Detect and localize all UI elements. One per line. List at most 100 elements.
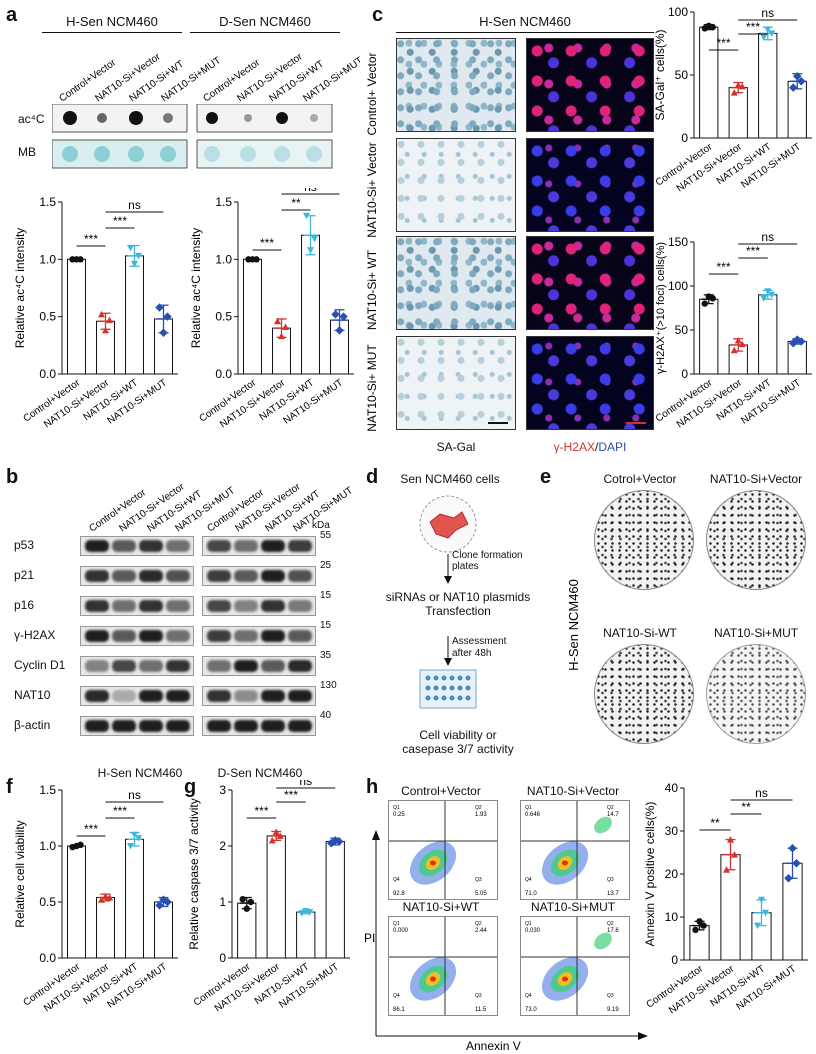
data-point (701, 300, 708, 307)
significance-label: *** (84, 822, 98, 836)
data-point (131, 260, 138, 268)
bar (296, 911, 316, 959)
sagal-image (396, 38, 516, 132)
y-tick-label: 50 (675, 323, 689, 337)
panel-a-d-title: D-Sen NCM460 (219, 14, 311, 29)
blot-band (234, 690, 258, 702)
data-point (738, 340, 746, 348)
data-point (155, 303, 164, 312)
blot-band (139, 570, 163, 582)
y-tick-label: 50 (675, 68, 689, 82)
h2ax-image (526, 38, 654, 132)
blot-d-label: D-Sen NCM460 (217, 766, 303, 780)
significance-label: *** (84, 232, 98, 246)
blot-band (234, 540, 258, 552)
blot-band (85, 540, 109, 552)
y-tick-label: 0 (681, 131, 688, 145)
data-point (155, 901, 164, 910)
bar (154, 901, 173, 959)
y-axis-label: Relative ac⁴C intensity (13, 228, 27, 349)
data-point (797, 337, 806, 346)
panel-c-line (396, 32, 654, 33)
kda-marker: 15 (320, 620, 332, 631)
data-point (762, 909, 769, 917)
bar (67, 845, 86, 959)
panel-letter-a: a (6, 4, 18, 26)
data-point (77, 841, 84, 849)
blot-band (207, 660, 231, 672)
blot-band (288, 690, 312, 702)
data-point (276, 832, 284, 839)
panel-letter-h: h (366, 776, 379, 798)
data-point (331, 310, 340, 319)
flow-plot: Q1 Q2 Q4 Q3 0.000 2.44 86.1 11.5 (388, 916, 498, 1016)
y-tick-label: 0.5 (39, 310, 56, 324)
blot-row-label: p16 (14, 598, 35, 612)
blot-band (166, 720, 190, 732)
data-point (268, 836, 276, 844)
bar (699, 26, 719, 139)
quadrant-value: 71.0 (525, 891, 537, 897)
quadrant-name: Q3 (607, 877, 614, 883)
data-point (102, 892, 109, 900)
quadrant-name: Q2 (607, 921, 614, 927)
quadrant-value: 5.05 (475, 891, 487, 897)
y-axis-label: γ-H2AX⁺(>10 foci) cells(%) (655, 242, 667, 374)
cell-cloud (430, 860, 436, 866)
blot-band (288, 600, 312, 612)
quadrant-value: 0.000 (393, 928, 409, 934)
blot-band (288, 570, 312, 582)
significance-label: *** (716, 36, 730, 50)
data-point (730, 346, 738, 354)
blot-band (85, 690, 109, 702)
y-tick-label: 100 (668, 5, 688, 19)
kda-marker: 15 (320, 590, 332, 601)
dapi-label: DAPI (598, 440, 627, 454)
data-point (760, 295, 768, 302)
kda-marker: 130 (320, 680, 337, 691)
y-tick-label: 1.5 (39, 195, 56, 209)
data-point (102, 326, 109, 334)
blot-row-label: p53 (14, 538, 35, 552)
blot-band (139, 690, 163, 702)
data-point (131, 831, 138, 839)
y-tick-label: 0.5 (215, 310, 232, 324)
quadrant-name: Q2 (475, 805, 482, 811)
blot-band (207, 540, 231, 552)
blot-strip (80, 716, 194, 736)
quadrant-value: 1.93 (475, 812, 487, 818)
quadrant-value: 0.646 (525, 812, 541, 818)
flow-bottom-b: casepase 3/7 activity (402, 742, 514, 756)
quadrant-name: Q3 (475, 877, 482, 883)
cell-cloud (594, 932, 612, 950)
blot-band (207, 570, 231, 582)
bar (699, 298, 719, 375)
quadrant-name: Q3 (475, 993, 482, 999)
flow-scatter: Q1 Q2 Q4 Q3 0.000 2.44 86.1 11.5 (389, 917, 497, 1015)
blot-band (234, 720, 258, 732)
significance-label: ns (761, 230, 774, 244)
y-tick-label: 150 (668, 235, 688, 249)
quadrant-value: 13.7 (607, 891, 619, 897)
colony-plate (594, 644, 694, 744)
bar (301, 234, 320, 375)
row-label: NAT10-Si+ MUT (365, 344, 379, 432)
blot-band (288, 720, 312, 732)
workflow-diagram (419, 495, 477, 709)
significance-label: ** (741, 800, 751, 814)
significance-label: *** (113, 214, 127, 228)
panel-b-lane-labels: Control+Vector NAT10-Si+Vector NAT10-Si+… (87, 481, 355, 534)
quadrant-name: Q2 (475, 921, 482, 927)
blot-band (112, 570, 136, 582)
blot-band (261, 570, 285, 582)
kda-marker: 55 (320, 530, 332, 541)
data-point (239, 896, 246, 903)
lane-label: NAT10-Si+MUT (301, 55, 360, 104)
data-point (731, 851, 738, 858)
bar (758, 294, 778, 375)
row-label: NAT10-Si+ WT (365, 249, 379, 330)
blot-strip (80, 656, 194, 676)
quadrant-value: 92.8 (393, 891, 405, 897)
blot-band (166, 660, 190, 672)
